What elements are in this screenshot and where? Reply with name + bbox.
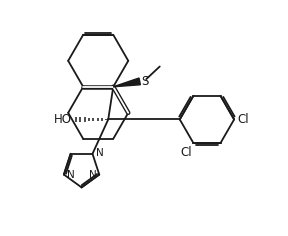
Text: S: S bbox=[142, 75, 149, 88]
Polygon shape bbox=[113, 78, 140, 87]
Text: HO: HO bbox=[54, 113, 72, 126]
Text: Cl: Cl bbox=[180, 146, 192, 159]
Text: N: N bbox=[89, 170, 96, 180]
Text: Cl: Cl bbox=[237, 113, 249, 126]
Text: N: N bbox=[96, 148, 104, 158]
Text: N: N bbox=[67, 169, 75, 180]
